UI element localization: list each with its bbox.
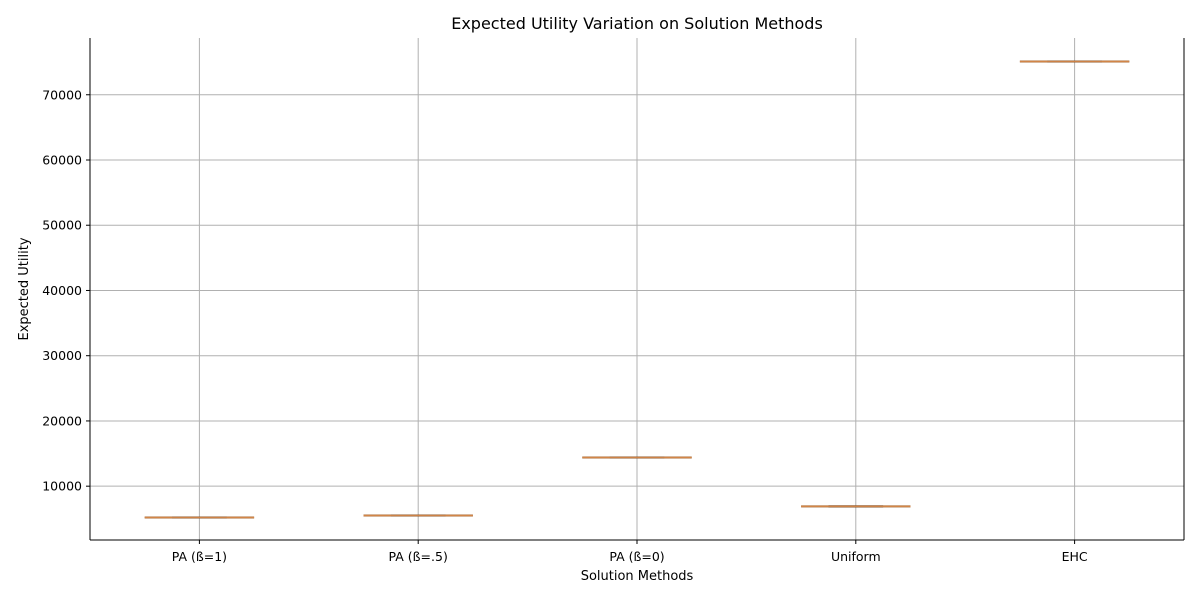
x-tick-label: PA (ß=.5) [389, 549, 448, 564]
y-axis-label: Expected Utility [17, 237, 32, 340]
ticks: 10000 20000 30000 40000 50000 60000 70000 PA (ß… [42, 87, 1088, 564]
x-tick-label: PA (ß=0) [609, 549, 664, 564]
x-tick-label: PA (ß=1) [172, 549, 227, 564]
y-tick-label: 50000 [42, 218, 82, 233]
x-tick-label: EHC [1062, 549, 1088, 564]
y-tick-label: 40000 [42, 283, 82, 298]
grid [90, 38, 1184, 540]
y-tick-label: 70000 [42, 87, 82, 102]
x-tick-label: Uniform [831, 549, 881, 564]
y-tick-label: 30000 [42, 348, 82, 363]
y-tick-label: 10000 [42, 479, 82, 494]
y-tick-label: 60000 [42, 152, 82, 167]
x-axis-label: Solution Methods [581, 569, 694, 584]
y-tick-label: 20000 [42, 413, 82, 428]
chart-title: Expected Utility Variation on Solution M… [451, 14, 823, 33]
box-plot-marks [144, 60, 1130, 519]
